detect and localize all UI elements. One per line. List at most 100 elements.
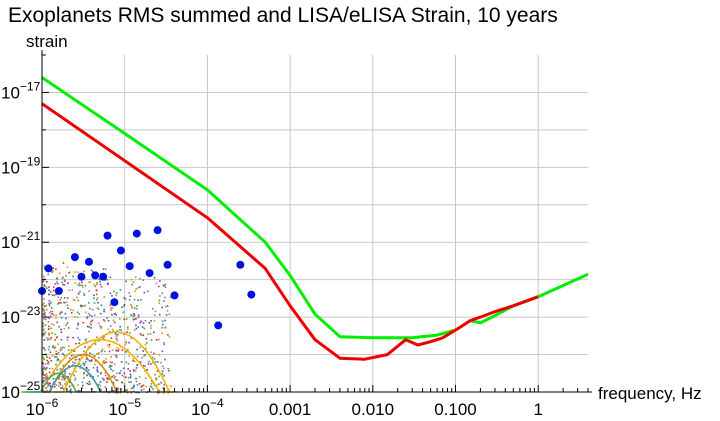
exoplanet-dot [127, 328, 129, 331]
exoplanet-dot [119, 289, 122, 291]
exoplanet-dot [42, 389, 44, 391]
exoplanet-dot [164, 296, 166, 299]
x-tick-label: 0.001 [269, 400, 312, 419]
exoplanet-dot [133, 384, 135, 387]
exoplanet-dot [96, 368, 99, 371]
exoplanet-dot [140, 320, 142, 322]
exoplanet-dot [67, 376, 69, 378]
exoplanet-dot [109, 366, 111, 368]
exoplanet-dot [117, 387, 119, 390]
exoplanet-dot [42, 361, 44, 364]
exoplanet-dot [136, 305, 138, 307]
exoplanet-dot [59, 349, 62, 352]
exoplanet-dot [80, 364, 82, 366]
exoplanet-dot [85, 352, 88, 354]
exoplanet-dot [134, 276, 137, 279]
exoplanet-dot [66, 304, 69, 307]
exoplanet-dot [161, 306, 163, 309]
exoplanet-dot [112, 390, 115, 392]
exoplanet-dot [110, 368, 112, 371]
exoplanet-dot [121, 381, 124, 384]
exoplanet-dot [100, 327, 102, 329]
exoplanet-dot [135, 327, 138, 330]
exoplanet-dot [87, 302, 90, 304]
exoplanet-dot [66, 297, 69, 299]
exoplanet-dot [137, 316, 140, 319]
exoplanet-dot [123, 382, 126, 385]
exoplanet-dot [123, 318, 125, 321]
exoplanet-dot [59, 311, 62, 314]
exoplanet-point [84, 257, 93, 266]
exoplanet-dot [70, 308, 72, 311]
exoplanet-dot [135, 288, 137, 290]
exoplanet-dot [77, 390, 80, 392]
exoplanet-dot [129, 295, 132, 298]
exoplanet-dot [161, 332, 163, 334]
exoplanet-dot [86, 382, 88, 385]
exoplanet-dot [43, 313, 46, 316]
exoplanet-dot [42, 325, 44, 328]
exoplanet-dot [108, 343, 111, 346]
exoplanet-dot [67, 349, 70, 351]
exoplanet-dot [111, 307, 114, 310]
exoplanet-dot [44, 367, 47, 370]
exoplanet-dot [169, 296, 172, 298]
exoplanet-dot [43, 318, 45, 320]
exoplanet-dot [55, 384, 58, 386]
exoplanet-dot [85, 338, 88, 341]
exoplanet-dot [122, 311, 125, 314]
exoplanet-dot [43, 284, 46, 286]
exoplanet-dot [99, 280, 101, 283]
exoplanet-dot [45, 308, 48, 311]
exoplanet-dot [128, 355, 131, 357]
exoplanet-dot [136, 383, 139, 386]
exoplanet-dot [65, 324, 67, 326]
exoplanet-dot [142, 279, 145, 281]
exoplanet-dot [65, 274, 67, 277]
exoplanet-dot [164, 286, 167, 288]
exoplanet-dot [140, 333, 143, 336]
exoplanet-dot [90, 327, 92, 329]
exoplanet-dot [104, 320, 106, 322]
exoplanet-dot [128, 292, 131, 294]
exoplanet-dot [121, 349, 124, 351]
exoplanet-dot [48, 293, 51, 296]
exoplanet-dot [68, 289, 70, 292]
exoplanet-dot [153, 352, 155, 355]
exoplanet-dot [72, 361, 74, 364]
exoplanet-dot [109, 304, 112, 306]
exoplanet-dot [55, 280, 58, 283]
exoplanet-dot [144, 347, 147, 350]
exoplanet-dot [53, 355, 56, 358]
exoplanet-dot [106, 283, 109, 285]
exoplanet-dot [77, 271, 80, 274]
exoplanet-dot [59, 360, 61, 362]
exoplanet-dot [83, 350, 85, 353]
exoplanet-dot [164, 326, 166, 329]
exoplanet-dot [42, 332, 44, 335]
exoplanet-dot [73, 350, 76, 352]
exoplanet-dot [95, 289, 98, 291]
exoplanet-dot [91, 308, 94, 311]
exoplanet-point [247, 290, 256, 299]
exoplanet-dot [160, 361, 162, 364]
exoplanet-dot [88, 359, 91, 362]
exoplanet-dot [63, 377, 65, 380]
exoplanet-dot [114, 332, 117, 335]
exoplanet-dot [77, 336, 79, 339]
exoplanet-dot [86, 316, 89, 318]
exoplanet-dot [63, 297, 66, 299]
exoplanet-point [236, 260, 245, 269]
exoplanet-dot [74, 377, 77, 379]
exoplanet-dot [77, 299, 80, 302]
exoplanet-dot [73, 299, 76, 301]
exoplanet-dot [170, 385, 172, 387]
exoplanet-dot [133, 307, 136, 309]
exoplanet-dot [50, 301, 52, 304]
exoplanet-dot [47, 273, 49, 276]
exoplanet-dot [158, 299, 161, 302]
exoplanet-dot [110, 356, 112, 358]
exoplanet-dot [42, 329, 45, 332]
exoplanet-dot [47, 328, 50, 330]
exoplanet-dot [156, 370, 159, 372]
